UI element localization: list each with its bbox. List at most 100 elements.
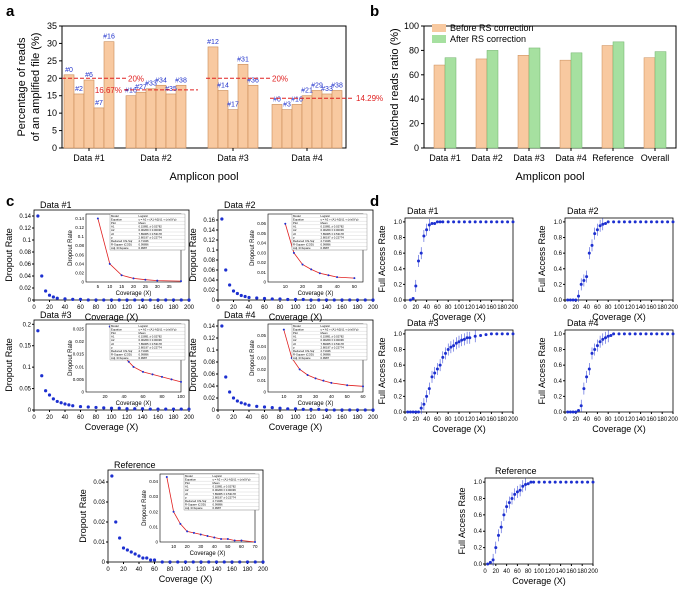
inset-data-point	[307, 374, 309, 376]
data-point	[48, 294, 51, 297]
data-point	[44, 289, 47, 292]
x-tick-label: 60	[434, 417, 441, 423]
data-point	[422, 234, 425, 237]
data-point	[412, 297, 415, 300]
x-tick-label: 20	[492, 569, 499, 575]
x-tick-label: 80	[167, 567, 174, 573]
y-tick-label: 5	[52, 126, 57, 136]
x-tick-label: 180	[352, 305, 363, 311]
x-tick-label: 140	[321, 305, 332, 311]
data-point	[271, 297, 274, 300]
data-point	[431, 222, 434, 225]
x-tick-label: 100	[106, 305, 117, 311]
inset-x-axis-label: Coverage (X)	[298, 401, 334, 407]
data-point	[110, 474, 113, 477]
inset-y-tick-label: 0.08	[75, 243, 84, 248]
data-point	[79, 405, 82, 408]
data-point	[501, 332, 504, 335]
data-point	[232, 396, 235, 399]
x-tick-label: 120	[465, 417, 476, 423]
inset-data-point	[240, 539, 242, 541]
data-point	[36, 214, 39, 217]
data-point	[278, 407, 281, 410]
inset-data-point	[213, 536, 215, 538]
y-tick-label: 10	[47, 108, 57, 118]
inset-data-point	[336, 276, 338, 278]
y-tick-label: 0.14	[19, 214, 31, 220]
data-point	[364, 298, 367, 301]
bar	[166, 94, 176, 148]
data-point	[495, 332, 498, 335]
y-tick-label: 0.6	[554, 251, 563, 257]
inset-data-point	[109, 263, 111, 265]
bar	[302, 96, 312, 148]
data-point	[505, 505, 508, 508]
panel-label-a: a	[6, 3, 15, 20]
x-tick-label: 140	[556, 569, 567, 575]
x-tick-label: 180	[577, 569, 588, 575]
x-tick-label: 60	[594, 305, 601, 311]
inset-y-tick-label: 0.01	[75, 364, 84, 369]
data-point	[236, 292, 239, 295]
data-point	[577, 409, 580, 412]
y-tick-label: 0.2	[394, 282, 403, 288]
reference-label: 20%	[272, 74, 288, 83]
x-tick-label: 180	[497, 417, 508, 423]
x-tick-label: 20	[120, 567, 127, 573]
data-point	[511, 497, 514, 500]
data-point	[238, 560, 241, 563]
data-point	[333, 408, 336, 411]
data-point	[172, 408, 175, 411]
data-point	[420, 407, 423, 410]
x-tick-label: 80	[605, 305, 612, 311]
y-tick-label: 0.4	[554, 267, 563, 273]
data-point	[52, 295, 55, 298]
x-tick-label: 0	[216, 305, 220, 311]
y-tick-label: 0.12	[19, 226, 31, 232]
data-point	[634, 332, 637, 335]
y-tick-label: 1.0	[394, 332, 403, 338]
fit-table-value: 0.9987	[321, 246, 330, 250]
fit-table-key: Adj. R-Square	[111, 246, 129, 250]
inset-y-tick-label: 0.025	[73, 327, 85, 332]
y-tick-label: 0.8	[474, 496, 483, 502]
data-point	[425, 395, 428, 398]
data-point	[102, 406, 105, 409]
data-point	[596, 228, 599, 231]
data-point	[309, 408, 312, 411]
data-point	[645, 220, 648, 223]
inset: 10 20 30 40 50 60 7000.010.020.030.04Dropout R…	[142, 474, 259, 557]
y-tick-label: 0	[28, 408, 32, 414]
data-point	[240, 401, 243, 404]
data-point	[63, 402, 66, 405]
x-tick-label: 160	[337, 415, 348, 421]
data-point	[333, 298, 336, 301]
inset-y-tick-label: 0.02	[257, 260, 266, 265]
bar	[64, 75, 74, 148]
inset-data-point	[128, 361, 130, 363]
data-point	[232, 289, 235, 292]
data-point	[371, 408, 374, 411]
y-tick-label: 0.8	[394, 236, 403, 242]
bar-label: #16	[291, 96, 303, 103]
y-tick-label: 0.0	[474, 562, 483, 568]
bar	[292, 104, 302, 148]
bar	[94, 108, 104, 148]
data-point	[409, 299, 412, 302]
reference-label: 16.67%	[95, 86, 122, 95]
inset-x-tick-label: 80	[159, 394, 165, 399]
y-tick-label: 0.01	[93, 540, 105, 546]
x-tick-label: 160	[566, 569, 577, 575]
data-point	[623, 332, 626, 335]
data-point	[255, 296, 258, 299]
x-tick-label: 200	[368, 305, 379, 311]
data-point	[452, 344, 455, 347]
y-tick-label: 25	[47, 56, 57, 66]
data-point	[591, 244, 594, 247]
fit-table-key: Adj. R-Square	[111, 356, 129, 360]
x-tick-label: 180	[352, 415, 363, 421]
data-point	[149, 408, 152, 411]
x-tick-label: Data #1	[73, 153, 105, 163]
data-point	[527, 482, 530, 485]
bar	[208, 47, 218, 148]
